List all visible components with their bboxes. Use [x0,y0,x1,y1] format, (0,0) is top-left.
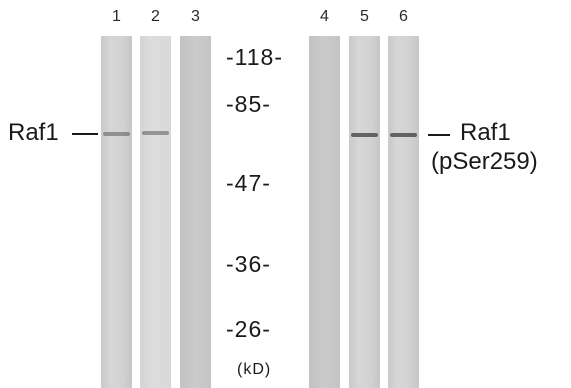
lane-number-2: 2 [151,8,160,25]
protein-band [103,132,130,136]
marker-85: -85- [226,91,271,117]
unit-label: (kD) [237,361,272,378]
blot-lane-1 [101,36,132,388]
protein-band [142,131,169,135]
lane-number-4: 4 [320,8,329,25]
marker-26: -26- [226,316,271,342]
left-band-label: Raf1 [8,119,59,146]
lane-number-1: 1 [112,8,121,25]
left-band-pointer [72,133,98,135]
right-band-label-line1: Raf1 [460,119,511,146]
lane-number-5: 5 [360,8,369,25]
protein-band [390,133,417,137]
marker-36: -36- [226,251,271,277]
right-band-label-line2: (pSer259) [431,148,538,175]
lane-number-6: 6 [399,8,408,25]
blot-lane-5 [349,36,380,388]
marker-47: -47- [226,170,271,196]
marker-118: -118- [226,44,283,70]
blot-lane-2 [140,36,171,388]
blot-lane-6 [388,36,419,388]
protein-band [351,133,378,137]
lane-number-3: 3 [191,8,200,25]
blot-lane-3 [180,36,211,388]
right-band-pointer [428,134,450,136]
blot-lane-4 [309,36,340,388]
